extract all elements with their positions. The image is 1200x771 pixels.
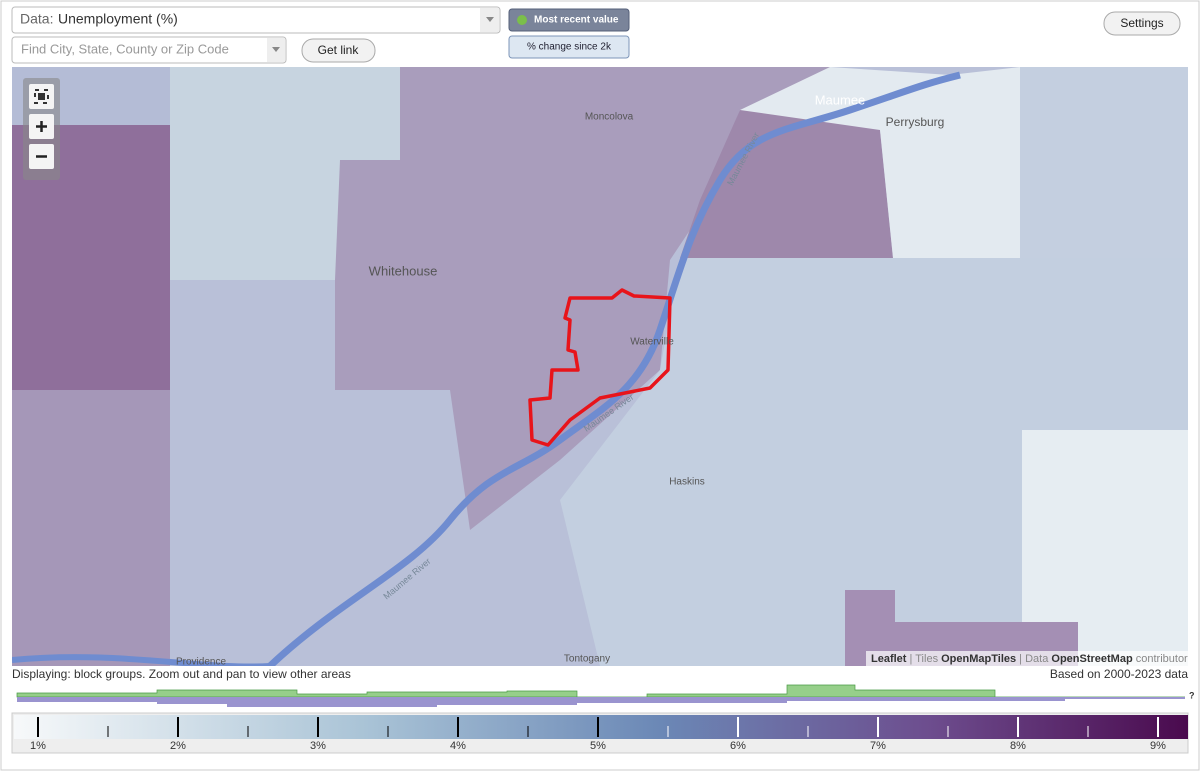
legend-label: 8%: [1010, 740, 1026, 752]
place-label: Haskins: [669, 477, 705, 488]
legend-label: 3%: [310, 740, 326, 752]
attribution: Leaflet | Tiles OpenMapTiles | Data Open…: [866, 651, 1194, 666]
region: [12, 390, 170, 666]
map[interactable]: Moncolova Maumee Perrysburg Whitehouse W…: [12, 67, 1194, 668]
most-recent-button[interactable]: Most recent value: [508, 8, 630, 32]
data-label: Data:: [20, 11, 53, 27]
attribution-link[interactable]: OpenStreetMap: [1051, 653, 1133, 665]
most-recent-label: Most recent value: [534, 15, 619, 26]
legend-label: 1%: [30, 740, 46, 752]
attribution-text: | Tiles: [910, 653, 939, 665]
river: [12, 654, 270, 666]
get-link-button[interactable]: Get link: [301, 38, 376, 63]
data-select[interactable]: Data: Unemployment (%): [11, 6, 501, 34]
zoom-out-button[interactable]: [29, 144, 54, 169]
zoom-in-button[interactable]: [29, 114, 54, 139]
svg-text:?: ?: [1189, 690, 1195, 700]
legend-label: 7%: [870, 740, 886, 752]
search-box[interactable]: Find City, State, County or Zip Code: [11, 36, 287, 64]
place-label: Moncolova: [585, 112, 634, 123]
legend-label: 5%: [590, 740, 606, 752]
attribution-text: contributors: [1136, 653, 1194, 665]
distribution-strip: ?: [16, 684, 1195, 707]
settings-label: Settings: [1120, 16, 1163, 30]
data-range-note: Based on 2000-2023 data: [1050, 667, 1188, 681]
place-label: Waterville: [630, 337, 674, 348]
fit-button[interactable]: [29, 84, 54, 109]
region: [740, 67, 1030, 258]
search-placeholder: Find City, State, County or Zip Code: [21, 41, 229, 56]
legend-label: 4%: [450, 740, 466, 752]
displaying-note: Displaying: block groups. Zoom out and p…: [12, 667, 351, 681]
place-label: Providence: [176, 657, 226, 668]
selected-area: [528, 288, 672, 447]
change-button[interactable]: % change since 2k: [508, 35, 630, 59]
place-label: Maumee: [815, 92, 866, 107]
place-label: Whitehouse: [369, 263, 438, 278]
legend: 1% 2% 3% 4% 5% 6% 7% 8% 9%: [11, 712, 1189, 754]
attribution-link[interactable]: OpenMapTiles: [941, 653, 1016, 665]
place-label: Perrysburg: [886, 115, 945, 129]
legend-label: 9%: [1150, 740, 1166, 752]
legend-label: 2%: [170, 740, 186, 752]
region: [845, 590, 1078, 666]
attribution-link[interactable]: Leaflet: [871, 653, 907, 665]
region: [1020, 67, 1188, 258]
settings-button[interactable]: Settings: [1103, 11, 1181, 36]
svg-text:Leaflet | Tiles: Leaflet | Tiles OpenMapTiles | Data Open…: [871, 653, 1194, 665]
change-label: % change since 2k: [527, 42, 612, 53]
river: [267, 71, 961, 666]
attribution-text: | Data: [1019, 653, 1049, 665]
legend-label: 6%: [730, 740, 746, 752]
place-label: Tontogany: [564, 654, 610, 665]
get-link-label: Get link: [318, 43, 360, 57]
data-value: Unemployment (%): [58, 11, 178, 27]
